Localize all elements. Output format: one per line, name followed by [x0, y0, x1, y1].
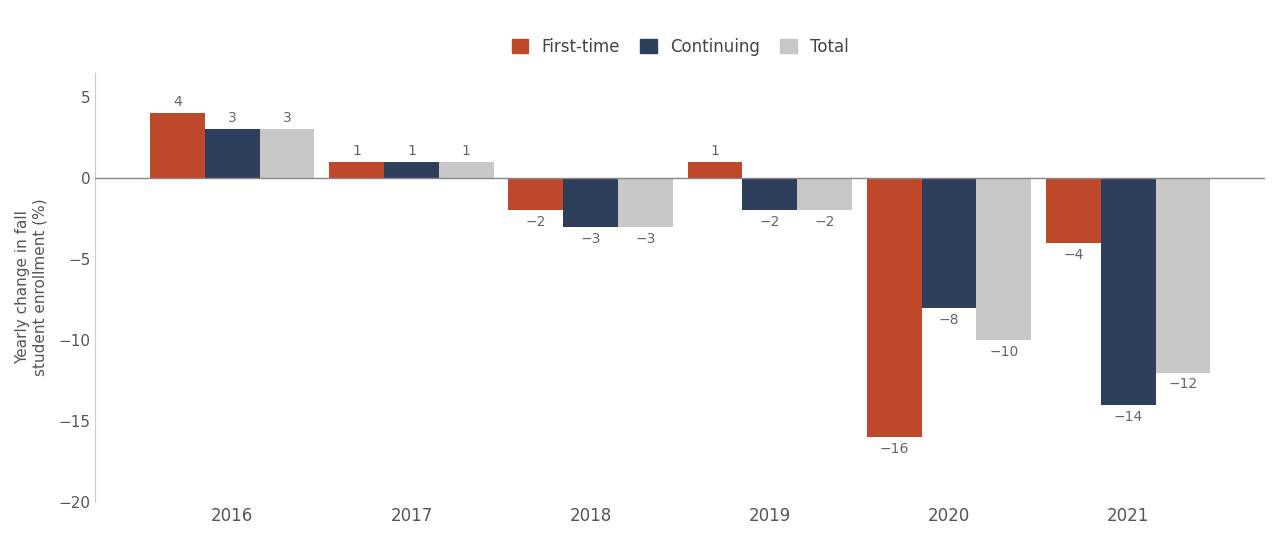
Text: 3: 3: [283, 111, 292, 125]
Legend: First-time, Continuing, Total: First-time, Continuing, Total: [503, 30, 858, 64]
Text: −2: −2: [759, 215, 780, 230]
Bar: [384, 162, 439, 178]
Bar: [563, 178, 618, 227]
Bar: [1101, 178, 1156, 405]
Bar: [687, 162, 742, 178]
Bar: [618, 178, 673, 227]
Text: −4: −4: [1064, 248, 1084, 262]
Bar: [508, 178, 563, 211]
Bar: [260, 130, 315, 178]
Text: 1: 1: [407, 144, 416, 158]
Bar: [329, 162, 384, 178]
Text: 1: 1: [462, 144, 471, 158]
Bar: [205, 130, 260, 178]
Text: −14: −14: [1114, 410, 1143, 424]
Text: −2: −2: [814, 215, 835, 230]
Text: −12: −12: [1169, 377, 1198, 392]
Text: 4: 4: [173, 95, 182, 109]
Text: −10: −10: [989, 345, 1019, 359]
Y-axis label: Yearly change in fall
student enrollment (%): Yearly change in fall student enrollment…: [15, 199, 47, 376]
Bar: [977, 178, 1032, 340]
Bar: [1046, 178, 1101, 243]
Bar: [797, 178, 852, 211]
Text: −2: −2: [526, 215, 547, 230]
Bar: [439, 162, 494, 178]
Bar: [867, 178, 922, 437]
Text: −16: −16: [879, 442, 909, 456]
Text: −8: −8: [938, 313, 959, 327]
Text: 1: 1: [352, 144, 361, 158]
Text: 3: 3: [228, 111, 237, 125]
Text: 1: 1: [710, 144, 719, 158]
Bar: [922, 178, 977, 308]
Text: −3: −3: [635, 232, 655, 246]
Bar: [1156, 178, 1211, 373]
Bar: [150, 113, 205, 178]
Text: −3: −3: [580, 232, 600, 246]
Bar: [742, 178, 797, 211]
